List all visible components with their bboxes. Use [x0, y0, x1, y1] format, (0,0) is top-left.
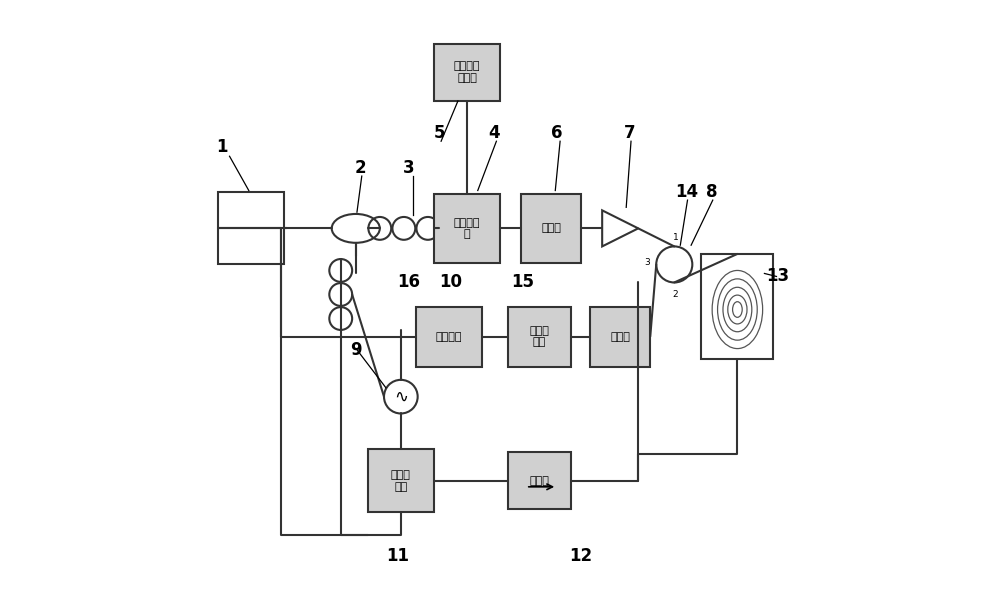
- Text: 3: 3: [403, 159, 414, 177]
- Text: ∿: ∿: [394, 388, 408, 406]
- Text: 11: 11: [386, 547, 409, 565]
- Text: 5: 5: [434, 124, 446, 142]
- Text: 15: 15: [511, 273, 534, 291]
- Text: 10: 10: [439, 273, 462, 291]
- Text: 电光调制
器: 电光调制 器: [454, 218, 480, 239]
- Text: 7: 7: [623, 124, 635, 142]
- Polygon shape: [602, 210, 638, 246]
- Text: 数据采集: 数据采集: [436, 332, 462, 341]
- Text: 1: 1: [673, 233, 678, 242]
- FancyBboxPatch shape: [218, 192, 284, 264]
- Text: 2: 2: [355, 159, 366, 177]
- Text: 1: 1: [217, 138, 228, 156]
- Text: 16: 16: [397, 273, 420, 291]
- FancyBboxPatch shape: [434, 194, 500, 263]
- Circle shape: [656, 246, 692, 282]
- Text: 6: 6: [551, 124, 563, 142]
- Text: 8: 8: [706, 183, 717, 201]
- Ellipse shape: [332, 214, 380, 243]
- Text: 4: 4: [488, 124, 500, 142]
- FancyBboxPatch shape: [416, 307, 482, 367]
- FancyBboxPatch shape: [701, 254, 773, 359]
- FancyBboxPatch shape: [368, 450, 434, 512]
- Text: 3: 3: [644, 258, 650, 267]
- Text: 扰偏器: 扰偏器: [541, 224, 561, 233]
- Text: 12: 12: [570, 547, 593, 565]
- FancyBboxPatch shape: [434, 44, 500, 100]
- Text: 任意函数
发生器: 任意函数 发生器: [454, 61, 480, 83]
- Text: 电光调
制器: 电光调 制器: [391, 470, 411, 492]
- Text: 14: 14: [675, 183, 698, 201]
- FancyBboxPatch shape: [508, 452, 571, 509]
- FancyBboxPatch shape: [508, 307, 571, 367]
- Text: 光电探
测器: 光电探 测器: [529, 326, 549, 347]
- Text: 滤波器: 滤波器: [610, 332, 630, 341]
- Text: 隔离器: 隔离器: [529, 476, 549, 486]
- Text: 13: 13: [766, 267, 789, 285]
- Text: 2: 2: [673, 290, 678, 299]
- FancyBboxPatch shape: [590, 307, 650, 367]
- Text: 9: 9: [350, 341, 362, 359]
- FancyBboxPatch shape: [521, 194, 581, 263]
- Circle shape: [384, 380, 418, 413]
